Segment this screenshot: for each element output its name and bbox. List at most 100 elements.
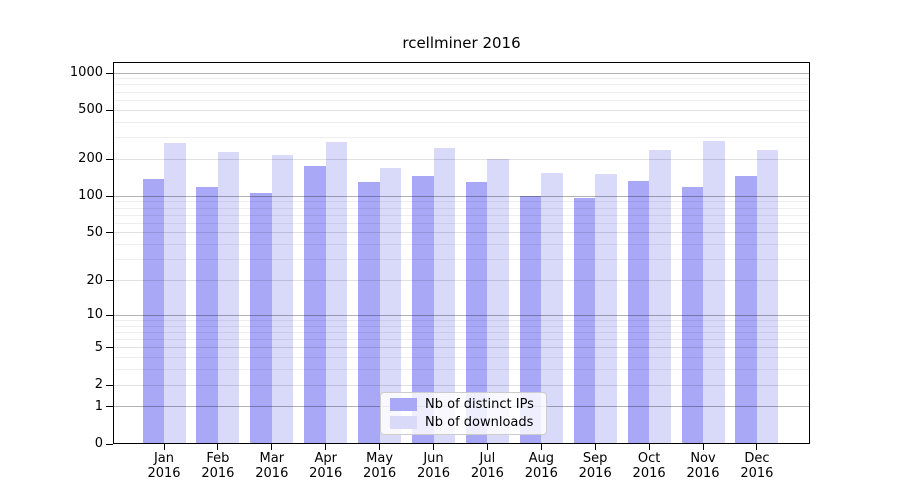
bar-downloads-sep	[595, 173, 617, 444]
y-tick-20	[106, 280, 113, 282]
gridline-5	[113, 347, 810, 349]
y-tick-label-5: 5	[94, 339, 103, 355]
x-tick-jun	[433, 444, 434, 450]
minor-gridline-60	[113, 222, 810, 224]
x-tick-feb	[217, 444, 219, 450]
gridline-50	[113, 232, 810, 234]
y-tick-label-50: 50	[86, 224, 103, 240]
minor-gridline-3	[113, 369, 810, 371]
bar-distinct-ips-may	[358, 182, 380, 444]
x-tick-label-dec: Dec 2016	[740, 451, 774, 481]
y-tick-2	[106, 384, 113, 386]
minor-gridline-40	[113, 244, 810, 246]
y-tick-500	[106, 109, 113, 111]
major-gridline-1000	[113, 72, 810, 74]
bar-distinct-ips-sep	[573, 197, 596, 444]
legend-entry-distinct-ips: Nb of distinct IPs	[390, 397, 537, 412]
minor-gridline-600	[113, 99, 810, 101]
gridline-20	[113, 280, 810, 282]
bar-downloads-apr	[325, 141, 348, 444]
y-tick-200	[106, 158, 113, 160]
y-tick-label-1000: 1000	[69, 65, 103, 81]
x-tick-label-mar: Mar 2016	[255, 451, 289, 481]
y-tick-label-1: 1	[94, 398, 103, 414]
x-tick-dec	[756, 444, 758, 450]
x-tick-label-apr: Apr 2016	[309, 451, 343, 481]
bar-distinct-ips-oct	[627, 180, 650, 444]
minor-gridline-7	[113, 331, 810, 333]
x-tick-label-sep: Sep 2016	[578, 451, 612, 481]
x-tick-nov	[702, 444, 704, 450]
major-gridline-100	[113, 195, 810, 197]
y-tick-label-10: 10	[86, 307, 103, 323]
minor-gridline-800	[113, 84, 810, 86]
bar-distinct-ips-nov	[681, 186, 703, 444]
bar-distinct-ips-jul	[465, 182, 488, 444]
x-tick-label-jun: Jun 2016	[416, 451, 451, 481]
minor-gridline-80	[113, 207, 810, 209]
minor-gridline-70	[113, 214, 810, 216]
x-tick-label-jan: Jan 2016	[147, 451, 181, 481]
bar-downloads-nov	[703, 141, 725, 444]
y-tick-label-100: 100	[78, 188, 103, 204]
x-tick-label-jul: Jul 2016	[470, 451, 504, 481]
x-tick-label-feb: Feb 2016	[201, 451, 235, 481]
bar-distinct-ips-apr	[304, 166, 326, 444]
bar-downloads-jul	[487, 158, 509, 444]
bar-distinct-ips-dec	[735, 176, 757, 444]
y-tick-label-200: 200	[78, 151, 103, 167]
y-tick-0	[106, 443, 113, 445]
y-tick-label-20: 20	[86, 272, 103, 288]
x-tick-may	[379, 444, 381, 450]
y-tick-label-2: 2	[94, 377, 103, 392]
minor-gridline-400	[113, 121, 810, 123]
chart-title: rcellminer 2016	[402, 34, 521, 52]
legend: Nb of distinct IPs Nb of downloads	[380, 392, 547, 435]
minor-gridline-4	[113, 357, 810, 359]
bar-downloads-oct	[649, 149, 671, 444]
legend-label-distinct-ips: Nb of distinct IPs	[425, 397, 534, 413]
bar-downloads-dec	[756, 149, 779, 444]
x-tick-oct	[648, 444, 650, 450]
minor-gridline-700	[113, 91, 810, 93]
minor-gridline-8	[113, 325, 810, 327]
y-tick-10	[106, 314, 113, 316]
minor-gridline-900	[113, 78, 810, 80]
gridline-2	[113, 384, 810, 386]
y-tick-label-500: 500	[78, 102, 103, 118]
x-tick-jul	[486, 444, 488, 450]
legend-swatch-downloads	[390, 415, 417, 429]
bar-distinct-ips-jan	[142, 178, 164, 444]
bar-distinct-ips-aug	[519, 196, 542, 444]
x-tick-label-nov: Nov 2016	[686, 451, 720, 481]
x-tick-apr	[325, 444, 327, 450]
minor-gridline-6	[113, 339, 810, 340]
minor-gridline-9	[113, 319, 810, 321]
y-tick-label-0: 0	[94, 436, 103, 451]
x-tick-jan	[163, 444, 165, 450]
bar-distinct-ips-jun	[412, 176, 434, 444]
bar-downloads-aug	[541, 172, 563, 444]
y-tick-5	[106, 347, 113, 349]
legend-label-downloads: Nb of downloads	[425, 414, 534, 430]
minor-gridline-30	[113, 259, 810, 261]
bar-distinct-ips-mar	[250, 193, 272, 444]
legend-swatch-distinct-ips	[390, 398, 417, 412]
bar-downloads-feb	[217, 152, 240, 444]
bar-distinct-ips-feb	[196, 186, 218, 444]
gridline-200	[113, 158, 810, 160]
x-tick-mar	[271, 444, 273, 450]
x-tick-sep	[594, 444, 596, 450]
minor-gridline-300	[113, 137, 810, 139]
x-tick-label-aug: Aug 2016	[524, 451, 558, 481]
bar-downloads-jan	[164, 142, 186, 444]
y-tick-1	[106, 406, 113, 408]
gridline-500	[113, 109, 810, 111]
x-tick-label-may: May 2016	[363, 451, 397, 481]
x-tick-aug	[540, 444, 542, 450]
x-tick-label-oct: Oct 2016	[632, 451, 666, 481]
